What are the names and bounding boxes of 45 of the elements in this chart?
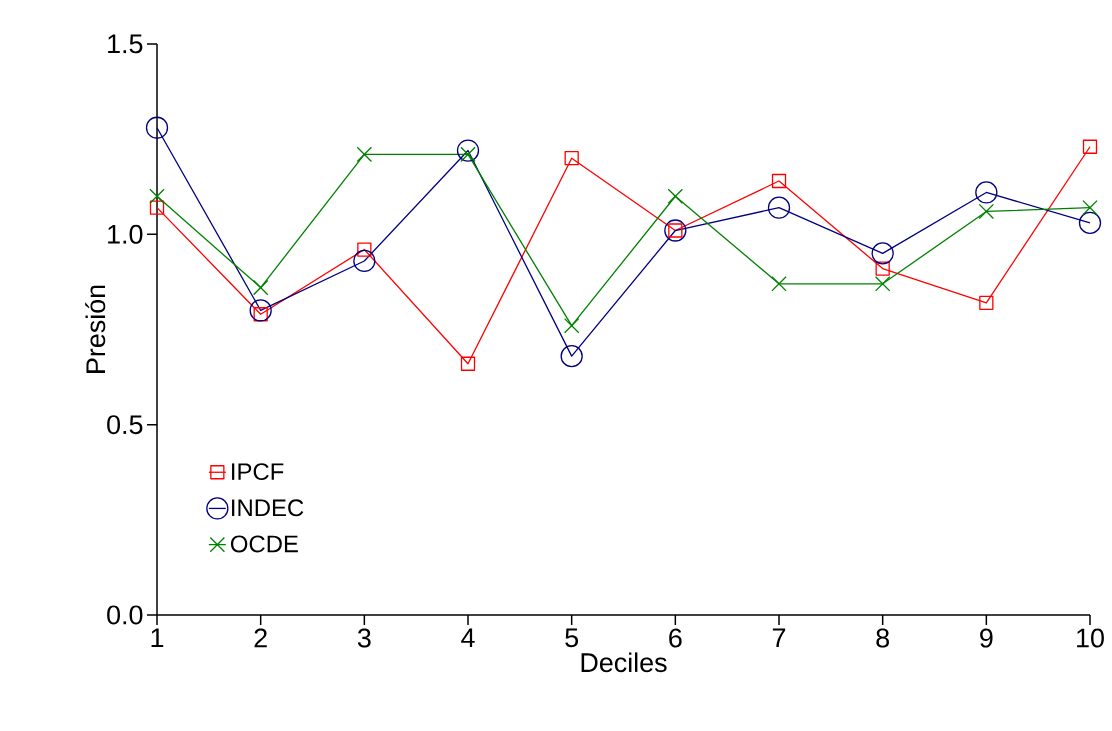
y-tick-label: 1.5 bbox=[108, 34, 143, 54]
x-tick-label: 7 bbox=[772, 628, 786, 648]
point bbox=[560, 344, 583, 368]
x-tick-label: 9 bbox=[980, 628, 993, 648]
y-axis-title: Presión bbox=[85, 285, 106, 373]
point bbox=[252, 279, 269, 296]
y-tick-label: 1.0 bbox=[108, 224, 143, 244]
legend-label: INDEC bbox=[232, 499, 304, 517]
point bbox=[249, 299, 272, 322]
legend-label: OCDE bbox=[230, 535, 298, 553]
legend-label: IPCF bbox=[232, 463, 284, 481]
point bbox=[875, 261, 890, 276]
point bbox=[1078, 211, 1102, 235]
point bbox=[667, 188, 684, 204]
point bbox=[871, 242, 894, 265]
y-tick-label: 0.5 bbox=[107, 415, 143, 435]
x-tick-label: 5 bbox=[565, 628, 579, 648]
x-tick-label: 6 bbox=[669, 628, 682, 648]
x-tick-label: 1 bbox=[151, 628, 164, 648]
point bbox=[149, 200, 165, 215]
point bbox=[1082, 199, 1098, 216]
point bbox=[456, 139, 480, 162]
point bbox=[771, 173, 787, 189]
point bbox=[979, 295, 994, 310]
point bbox=[357, 242, 372, 257]
point bbox=[978, 203, 995, 220]
x-tick-label: 3 bbox=[357, 628, 371, 648]
point bbox=[874, 276, 891, 292]
point bbox=[145, 116, 169, 139]
x-tick-label: 4 bbox=[461, 628, 475, 648]
point bbox=[564, 151, 579, 166]
x-tick-label: 2 bbox=[254, 628, 267, 648]
point bbox=[149, 188, 165, 204]
x-tick-label: 8 bbox=[876, 628, 889, 648]
point bbox=[356, 146, 373, 163]
point bbox=[771, 276, 787, 292]
x-tick-label: 10 bbox=[1077, 628, 1104, 648]
point bbox=[563, 317, 580, 334]
x-axis-title: Deciles bbox=[581, 652, 667, 673]
point bbox=[1082, 139, 1098, 154]
y-tick-label: 0.0 bbox=[107, 605, 143, 625]
point bbox=[975, 181, 998, 204]
point bbox=[460, 356, 476, 371]
point bbox=[353, 249, 376, 273]
point bbox=[767, 196, 791, 219]
